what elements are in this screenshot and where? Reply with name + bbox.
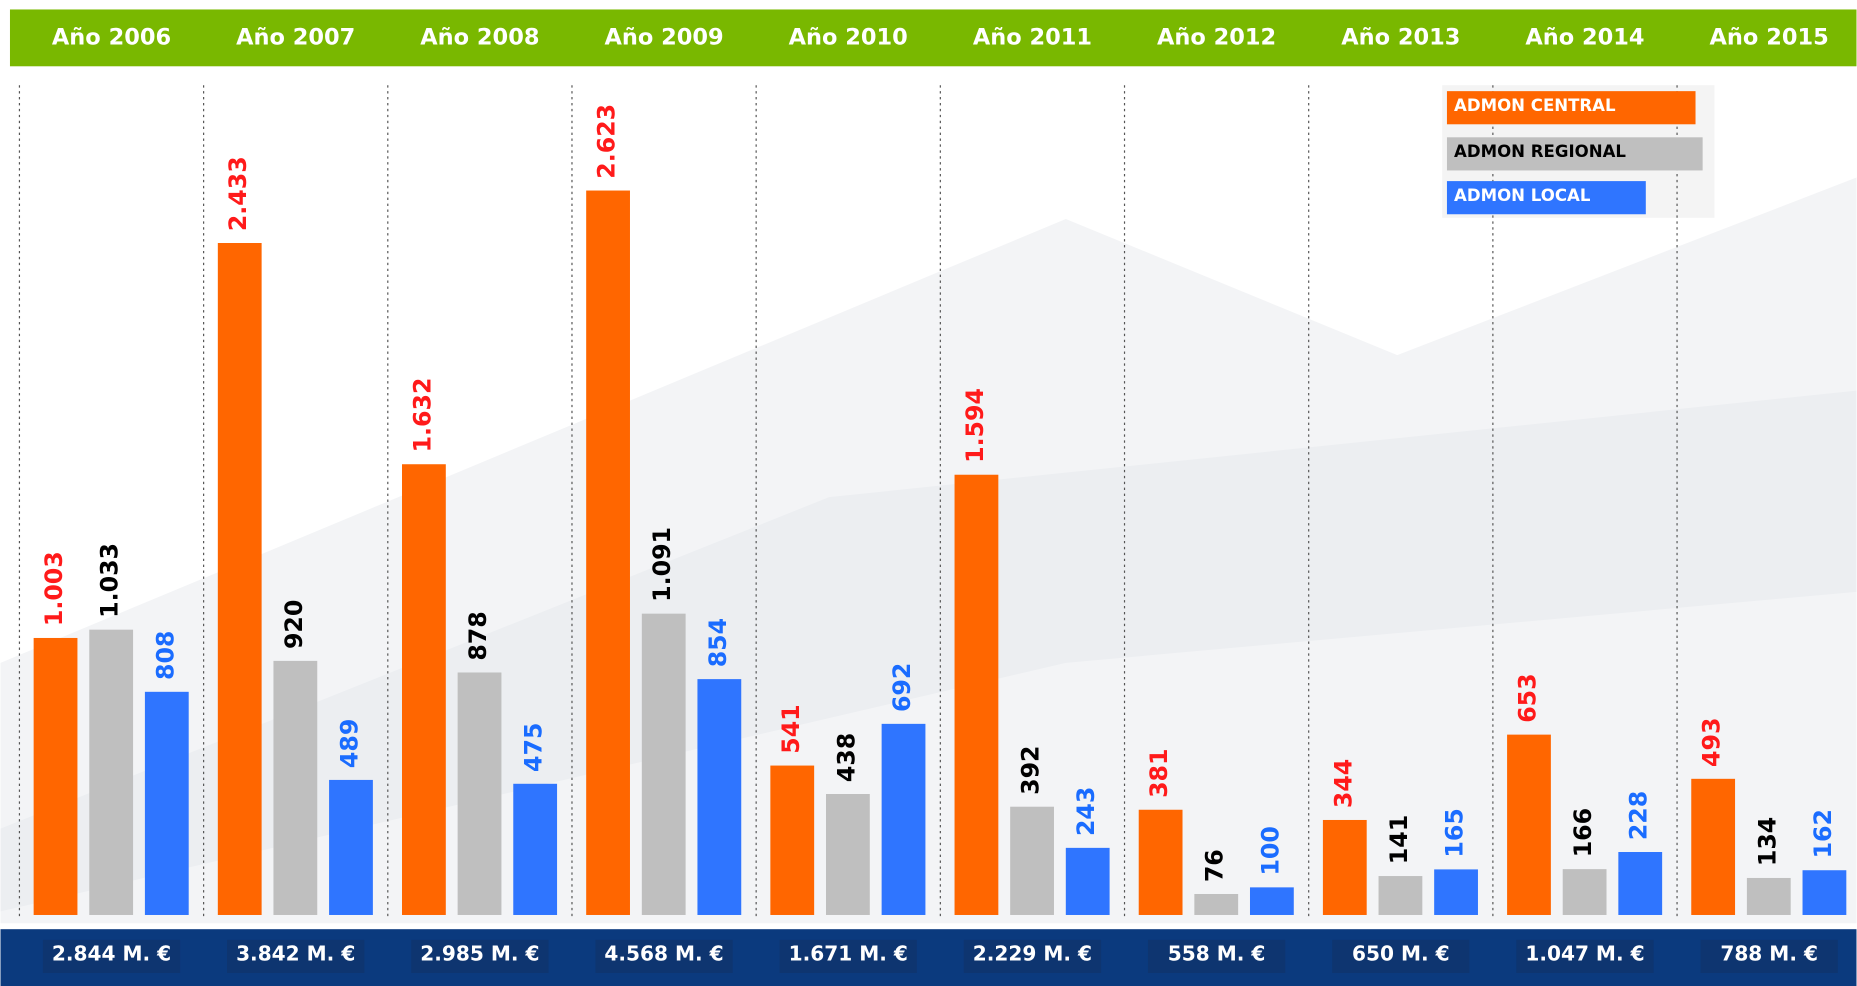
total-label: 2.229 M. €	[973, 942, 1092, 966]
value-label: 165	[1441, 808, 1469, 857]
bar	[1066, 848, 1110, 915]
bar	[1507, 735, 1551, 915]
bar	[458, 672, 502, 914]
x-tick-label: Año 2011	[973, 24, 1092, 50]
value-label: 134	[1753, 817, 1781, 866]
bar	[1691, 779, 1735, 915]
bar	[1194, 894, 1238, 915]
bar	[697, 679, 741, 915]
bar	[402, 464, 446, 915]
x-tick-label: Año 2014	[1525, 24, 1644, 50]
value-label: 1.033	[96, 543, 124, 618]
value-label: 489	[335, 719, 363, 768]
value-label: 228	[1625, 791, 1653, 840]
bar	[770, 766, 814, 915]
total-label: 788 M. €	[1720, 942, 1818, 966]
x-tick-label: Año 2010	[789, 24, 908, 50]
legend-label: ADMON CENTRAL	[1454, 96, 1616, 115]
total-label: 2.844 M. €	[52, 942, 171, 966]
total-label: 3.842 M. €	[236, 942, 355, 966]
x-tick-label: Año 2007	[236, 24, 355, 50]
x-tick-label: Año 2008	[420, 24, 539, 50]
total-label: 650 M. €	[1352, 942, 1450, 966]
value-label: 493	[1698, 718, 1726, 767]
bar	[513, 784, 557, 915]
x-tick-label: Año 2013	[1341, 24, 1460, 50]
value-label: 1.594	[961, 388, 989, 463]
bar	[1618, 852, 1662, 915]
value-label: 438	[832, 733, 860, 782]
chart: Año 2006 2.844 M. € 1.003 1.033 808 Año 2007 3…	[0, 0, 1857, 986]
bar	[273, 661, 317, 915]
value-label: 100	[1256, 826, 1284, 875]
x-tick-label: Año 2015	[1710, 24, 1829, 50]
value-label: 475	[520, 723, 548, 772]
value-label: 920	[280, 600, 308, 649]
value-label: 1.091	[648, 527, 676, 602]
bar	[329, 780, 373, 915]
x-tick-label: Año 2012	[1157, 24, 1276, 50]
value-label: 392	[1017, 745, 1045, 794]
bar	[1139, 810, 1183, 915]
x-tick-label: Año 2006	[52, 24, 171, 50]
bar	[586, 191, 630, 915]
value-label: 1.003	[40, 551, 68, 626]
value-label: 854	[704, 618, 732, 667]
value-label: 1.632	[408, 378, 436, 453]
value-label: 541	[777, 704, 805, 753]
value-label: 2.623	[593, 104, 621, 179]
value-label: 2.433	[224, 156, 252, 231]
bar	[955, 475, 999, 915]
bar	[218, 243, 262, 915]
x-tick-label: Año 2009	[604, 24, 723, 50]
bar	[826, 794, 870, 915]
value-label: 243	[1072, 787, 1100, 836]
total-label: 558 M. €	[1168, 942, 1266, 966]
value-label: 808	[151, 631, 179, 680]
bar	[1250, 887, 1294, 915]
value-label: 162	[1809, 809, 1837, 858]
value-label: 878	[464, 611, 492, 660]
bar	[1803, 870, 1847, 915]
bar	[882, 724, 926, 915]
value-label: 344	[1329, 759, 1357, 808]
bar	[1434, 869, 1478, 915]
bar	[1323, 820, 1367, 915]
value-label: 653	[1513, 673, 1541, 722]
bar	[1747, 878, 1791, 915]
bar	[89, 630, 133, 915]
legend-label: ADMON LOCAL	[1454, 186, 1591, 205]
total-label: 1.047 M. €	[1525, 942, 1644, 966]
bar	[1379, 876, 1423, 915]
bar	[1010, 807, 1054, 915]
total-label: 1.671 M. €	[789, 942, 908, 966]
bar	[1563, 869, 1607, 915]
value-label: 141	[1385, 815, 1413, 864]
value-label: 166	[1569, 808, 1597, 857]
total-label: 4.568 M. €	[604, 942, 723, 966]
total-label: 2.985 M. €	[420, 942, 539, 966]
value-label: 692	[888, 663, 916, 712]
bar	[642, 614, 686, 915]
value-label: 381	[1145, 749, 1173, 798]
value-label: 76	[1201, 849, 1229, 882]
bar	[145, 692, 189, 915]
legend-label: ADMON REGIONAL	[1454, 142, 1626, 161]
bar	[34, 638, 78, 915]
